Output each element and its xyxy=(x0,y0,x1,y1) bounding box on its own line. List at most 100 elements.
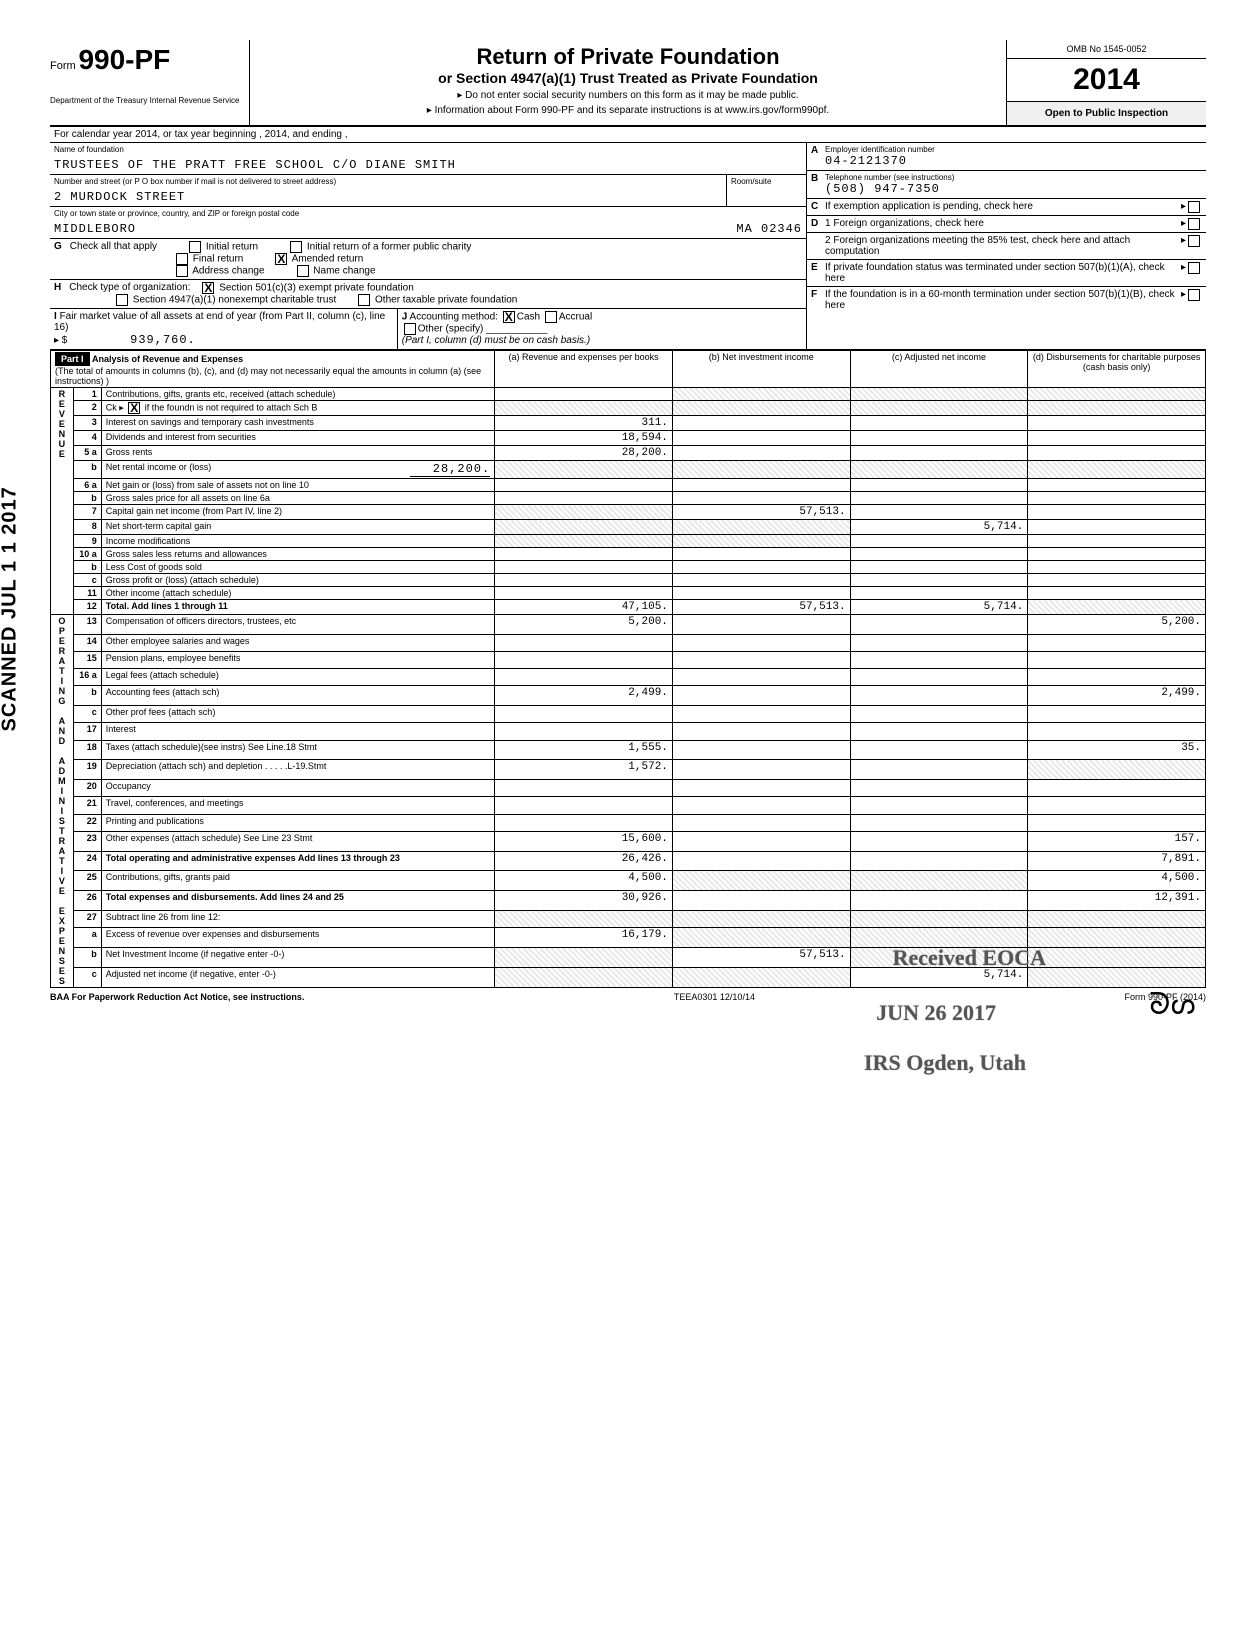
amount-cell: 4,500. xyxy=(495,871,673,891)
line-desc: Net Investment Income (if negative enter… xyxy=(101,948,494,968)
amount-cell xyxy=(495,492,673,505)
amount-cell xyxy=(495,505,673,520)
line-desc: Less Cost of goods sold xyxy=(101,561,494,574)
signature-mark: ᘐᔕ xyxy=(1149,988,1196,1022)
cb-accrual[interactable] xyxy=(545,311,557,323)
amount-cell xyxy=(672,928,850,948)
amount-cell xyxy=(850,780,1028,797)
amount-cell xyxy=(672,780,850,797)
line-number: 13 xyxy=(73,615,101,635)
table-row: 18Taxes (attach schedule)(see instrs) Se… xyxy=(51,740,1206,760)
amount-cell xyxy=(495,797,673,814)
amount-cell xyxy=(1028,652,1206,669)
line-desc: Total expenses and disbursements. Add li… xyxy=(101,891,494,911)
col-c: (c) Adjusted net income xyxy=(850,351,1028,388)
cb-d2[interactable] xyxy=(1188,235,1200,247)
amount-cell xyxy=(495,520,673,535)
line-number: c xyxy=(73,967,101,987)
line-desc: Gross rents xyxy=(101,446,494,461)
amount-cell xyxy=(672,891,850,911)
name-label: Name of foundation xyxy=(50,143,806,156)
amount-cell xyxy=(1028,416,1206,431)
g-initial: Initial return xyxy=(206,242,258,253)
cb-initial[interactable] xyxy=(189,241,201,253)
table-row: bLess Cost of goods sold xyxy=(51,561,1206,574)
tax-year: 2014 xyxy=(1007,59,1206,102)
table-row: aExcess of revenue over expenses and dis… xyxy=(51,928,1206,948)
line-number: 14 xyxy=(73,634,101,651)
line-number: 8 xyxy=(73,520,101,535)
note-ssn: ▸ Do not enter social security numbers o… xyxy=(258,90,998,101)
cb-final[interactable] xyxy=(176,253,188,265)
amount-cell xyxy=(850,831,1028,851)
h-label: Check type of organization: xyxy=(69,282,190,294)
line-number: 17 xyxy=(73,723,101,740)
g-amended: Amended return xyxy=(292,254,364,265)
g-namechange: Name change xyxy=(313,266,375,277)
amount-cell xyxy=(850,587,1028,600)
line-number: 2 xyxy=(73,401,101,416)
state-zip: MA 02346 xyxy=(656,220,806,238)
form-number: 990-PF xyxy=(78,44,170,75)
amount-cell xyxy=(850,851,1028,871)
table-row: 2Ck ▸ if the foundn is not required to a… xyxy=(51,401,1206,416)
amount-cell xyxy=(850,669,1028,686)
j-cash: Cash xyxy=(517,312,540,323)
cb-4947[interactable] xyxy=(116,294,128,306)
cb-other-taxable[interactable] xyxy=(358,294,370,306)
city-label: City or town state or province, country,… xyxy=(50,207,806,220)
cb-initial-former[interactable] xyxy=(290,241,302,253)
cb-c[interactable] xyxy=(1188,201,1200,213)
amount-cell xyxy=(672,652,850,669)
cb-address[interactable] xyxy=(176,265,188,277)
amount-cell xyxy=(495,814,673,831)
amount-cell xyxy=(495,461,673,479)
room-label: Room/suite xyxy=(727,175,806,188)
line-number: 5 a xyxy=(73,446,101,461)
line-number: 11 xyxy=(73,587,101,600)
amount-cell xyxy=(850,431,1028,446)
i-value: 939,760. xyxy=(130,333,196,347)
line-number: b xyxy=(73,948,101,968)
h-other: Other taxable private foundation xyxy=(375,295,517,306)
cb-d1[interactable] xyxy=(1188,218,1200,230)
amount-cell xyxy=(672,492,850,505)
table-row: 10 aGross sales less returns and allowan… xyxy=(51,548,1206,561)
amount-cell xyxy=(495,561,673,574)
amount-cell xyxy=(672,911,850,928)
table-row: 14Other employee salaries and wages xyxy=(51,634,1206,651)
amount-cell: 1,555. xyxy=(495,740,673,760)
amount-cell xyxy=(672,479,850,492)
amount-cell xyxy=(495,587,673,600)
amount-cell xyxy=(1028,814,1206,831)
cb-501c3[interactable] xyxy=(202,282,214,294)
cb-name-change[interactable] xyxy=(297,265,309,277)
cb-f[interactable] xyxy=(1188,289,1200,301)
amount-cell xyxy=(1028,388,1206,401)
amount-cell xyxy=(672,669,850,686)
amount-cell: 2,499. xyxy=(495,686,673,706)
g-address: Address change xyxy=(192,266,264,277)
line-number: 1 xyxy=(73,388,101,401)
line-desc: Subtract line 26 from line 12: xyxy=(101,911,494,928)
cb-other-method[interactable] xyxy=(404,323,416,335)
amount-cell xyxy=(672,548,850,561)
amount-cell xyxy=(1028,948,1206,968)
footer-left: BAA For Paperwork Reduction Act Notice, … xyxy=(50,992,304,1002)
amount-cell xyxy=(495,948,673,968)
amount-cell xyxy=(850,706,1028,723)
title-main: Return of Private Foundation xyxy=(258,44,998,70)
table-row: cOther prof fees (attach sch) xyxy=(51,706,1206,723)
amount-cell xyxy=(1028,535,1206,548)
part1-sub: (The total of amounts in columns (b), (c… xyxy=(55,366,481,386)
line-desc: Other expenses (attach schedule) See Lin… xyxy=(101,831,494,851)
cb-amended[interactable] xyxy=(275,253,287,265)
cb-e[interactable] xyxy=(1188,262,1200,274)
line-desc: Total operating and administrative expen… xyxy=(101,851,494,871)
line-number: 23 xyxy=(73,831,101,851)
amount-cell: 28,200. xyxy=(495,446,673,461)
amount-cell xyxy=(850,548,1028,561)
cb-cash[interactable] xyxy=(503,311,515,323)
cb-schb[interactable] xyxy=(128,402,140,414)
amount-cell xyxy=(1028,928,1206,948)
